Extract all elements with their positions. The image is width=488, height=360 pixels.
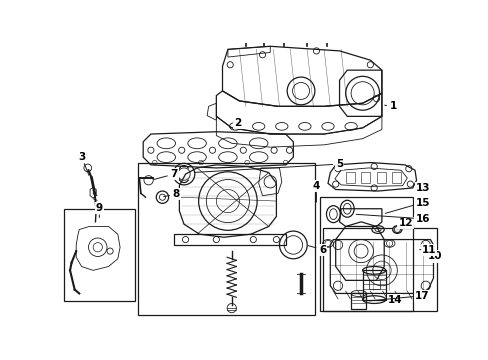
- Text: 5: 5: [335, 159, 343, 169]
- Text: 9: 9: [96, 203, 102, 213]
- Bar: [376, 172, 385, 183]
- Text: 16: 16: [415, 214, 429, 224]
- Bar: [320, 197, 412, 311]
- Text: 4: 4: [312, 181, 320, 191]
- Text: 12: 12: [398, 217, 412, 228]
- Text: 15: 15: [415, 198, 429, 208]
- Bar: [138, 163, 314, 315]
- Text: 11: 11: [421, 244, 435, 255]
- Text: 10: 10: [427, 252, 441, 261]
- Bar: [350, 293, 366, 309]
- Bar: [322, 228, 436, 311]
- Bar: [345, 172, 354, 183]
- Bar: [391, 172, 400, 183]
- Text: 8: 8: [172, 189, 180, 199]
- Circle shape: [429, 249, 433, 253]
- Bar: [362, 270, 385, 300]
- Bar: [64, 209, 135, 301]
- Bar: [360, 172, 369, 183]
- Text: 7: 7: [170, 169, 177, 179]
- Text: 2: 2: [234, 118, 241, 128]
- Text: 14: 14: [387, 294, 402, 305]
- Text: 6: 6: [318, 244, 325, 255]
- Text: 17: 17: [414, 291, 428, 301]
- Bar: [368, 280, 379, 289]
- Ellipse shape: [392, 226, 401, 233]
- Text: 1: 1: [389, 101, 396, 111]
- Text: 13: 13: [415, 183, 430, 193]
- Text: 3: 3: [78, 152, 85, 162]
